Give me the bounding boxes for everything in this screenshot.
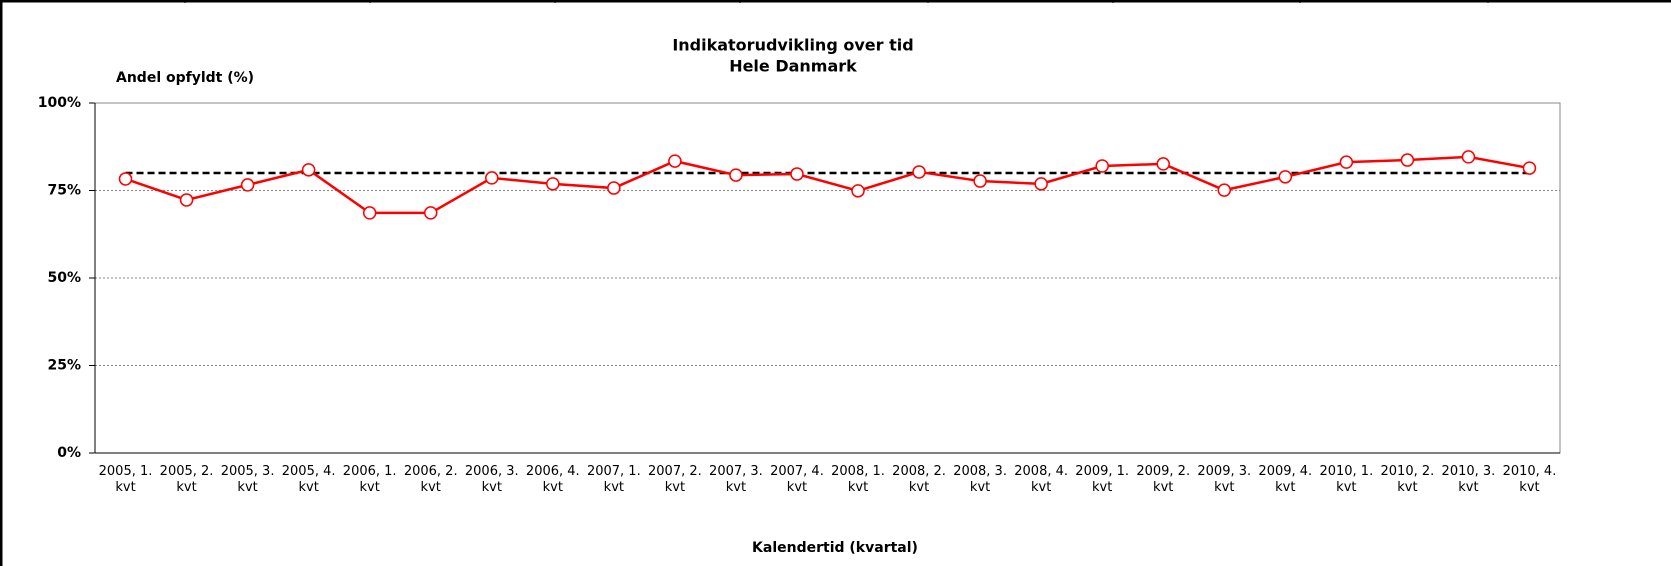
- x-tick-label: 2008, 3. kvt: [953, 464, 1007, 495]
- x-tick-label: 2009, 2. kvt: [1136, 464, 1191, 495]
- chart-subtitle: Hele Danmark: [729, 57, 857, 76]
- x-tick-label: 2009, 3. kvt: [1197, 464, 1252, 495]
- x-axis-label: Kalendertid (kvartal): [752, 540, 918, 556]
- point-marker: [1400, 153, 1415, 167]
- x-tick-label: 2006, 1. kvt: [342, 464, 397, 495]
- point-marker: [179, 193, 194, 207]
- x-tick-label: 2008, 2. kvt: [892, 464, 946, 495]
- point-marker: [118, 172, 133, 186]
- x-tick-label: 2010, 4. kvt: [1502, 464, 1557, 495]
- y-tick-label: 50%: [47, 270, 81, 286]
- x-tick-label: 2009, 1. kvt: [1075, 464, 1130, 495]
- series-line: [125, 155, 1530, 215]
- point-marker: [423, 206, 438, 220]
- point-marker: [973, 174, 987, 188]
- chart-title: Indikatorudvikling over tid: [672, 36, 913, 55]
- x-tick-label: 2005, 1. kvt: [98, 464, 153, 495]
- x-tick-label: 2006, 2. kvt: [403, 464, 458, 495]
- point-marker: [1339, 155, 1354, 169]
- x-tick-label: 2007, 3. kvt: [709, 464, 763, 495]
- x-tick-label: 2010, 2. kvt: [1380, 464, 1435, 495]
- x-tick-label: 2005, 4. kvt: [281, 464, 336, 495]
- point-marker: [912, 165, 926, 179]
- y-tick-label: 25%: [47, 358, 81, 374]
- point-marker: [1522, 161, 1537, 175]
- x-tick-label: 2005, 3. kvt: [220, 464, 275, 495]
- x-tick-label: 2008, 1. kvt: [831, 464, 885, 495]
- x-tick-label: 2010, 3. kvt: [1441, 464, 1496, 495]
- point-marker: [668, 154, 682, 168]
- point-marker: [1034, 177, 1048, 191]
- top-cells: [184, 0, 1489, 3]
- y-axis-label: Andel opfyldt (%): [116, 70, 254, 86]
- point-marker: [546, 177, 560, 191]
- point-marker: [240, 178, 255, 192]
- y-tick-label: 0%: [57, 445, 81, 461]
- x-tick-label: 2009, 4. kvt: [1258, 464, 1313, 495]
- point-marker: [301, 163, 316, 177]
- x-tick-label: 2005, 2. kvt: [159, 464, 214, 495]
- point-marker: [729, 168, 743, 182]
- point-marker: [1217, 183, 1232, 197]
- y-tick-label: 75%: [47, 183, 81, 199]
- y-tick-label: 100%: [38, 95, 81, 111]
- point-marker: [607, 181, 621, 195]
- point-marker: [1461, 150, 1476, 164]
- x-tick-label: 2007, 2. kvt: [648, 464, 702, 495]
- point-marker: [851, 184, 865, 198]
- point-marker: [1156, 157, 1170, 171]
- point-marker: [1095, 159, 1109, 173]
- point-marker: [485, 171, 499, 185]
- x-tick-label: 2006, 4. kvt: [525, 464, 580, 495]
- x-tick-label: 2006, 3. kvt: [464, 464, 519, 495]
- x-tick-label: 2008, 4. kvt: [1014, 464, 1069, 495]
- point-marker: [1278, 170, 1293, 184]
- x-tick-label: 2010, 1. kvt: [1319, 464, 1374, 495]
- x-tick-label: 2007, 4. kvt: [770, 464, 824, 495]
- point-marker: [362, 206, 377, 220]
- x-tick-label: 2007, 1. kvt: [586, 464, 641, 495]
- point-marker: [790, 167, 804, 181]
